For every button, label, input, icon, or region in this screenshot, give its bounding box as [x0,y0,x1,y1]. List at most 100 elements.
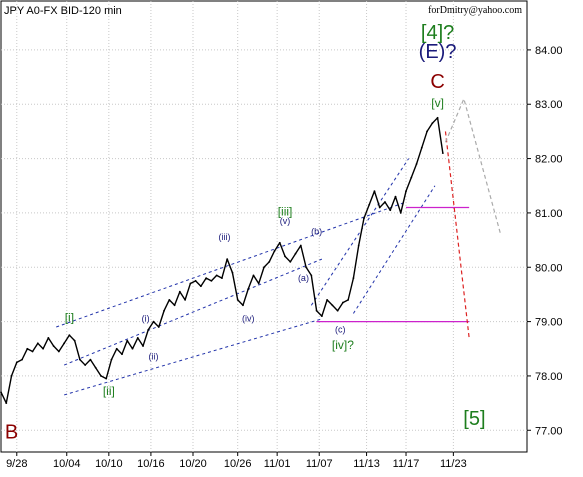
price-point [205,277,208,280]
wave-label: [4]? [421,22,454,44]
price-point [236,298,239,301]
price-point [231,271,234,274]
wave-label: (c) [335,324,346,334]
chart-title: JPY A0-FX BID-120 min [4,5,122,17]
price-point [147,328,150,331]
x-tick-label: 10/20 [179,458,207,470]
price-point [299,244,302,247]
price-point [273,250,276,252]
wave-label: [i] [65,311,74,325]
price-point [68,334,71,337]
price-point [31,350,34,353]
y-tick-label: 78.00 [535,371,563,383]
y-tick-label: 83.00 [535,99,563,111]
price-point [310,274,313,277]
x-tick-label: 11/07 [306,458,333,470]
price-series [0,116,444,404]
wave-label: C [430,71,444,93]
price-point [42,347,44,350]
price-point [57,350,60,353]
price-point [257,282,260,285]
price-point [294,252,297,255]
price-point [441,152,444,155]
price-point [342,301,344,304]
price-point [100,375,102,377]
price-point [63,342,66,345]
price-point [126,339,129,342]
price-point [242,304,244,307]
price-point [394,195,397,198]
wave-label: [ii] [103,384,115,398]
x-tick-label: 9/28 [6,458,27,470]
price-point [15,361,18,364]
price-point [289,260,292,263]
price-point [215,274,218,277]
price-point [410,176,413,179]
price-point [89,358,92,361]
wave-labels: [4]?(E)? C [v] [iii](v) (iii) (b) (a) (iv) (c) [i… [5,22,486,443]
price-point [157,326,160,328]
price-point [221,277,223,280]
price-point [0,391,2,394]
price-point [320,315,323,318]
price-point [152,320,155,323]
price-point [194,279,197,282]
price-point [47,336,50,339]
channel-upper [56,201,407,328]
wave-label: B [5,421,18,443]
price-point [415,163,418,165]
x-tick-label: 11/23 [440,458,467,470]
price-point [305,266,307,269]
price-point [210,279,213,282]
price-point [426,130,428,133]
price-point [131,347,134,350]
wave-label: (E)? [419,41,457,63]
watermark: forDmitry@yahoo.com [428,5,522,16]
wave-label: (i) [142,314,150,324]
price-point [247,288,250,290]
wave-label: (a) [298,273,309,283]
price-point [436,116,439,119]
channel-mid [63,258,323,366]
price-point [347,298,350,301]
wave-v-upper [310,158,410,306]
price-point [431,122,434,125]
x-tick-label: 10/10 [95,458,123,470]
level-lines [316,206,470,323]
x-tick-label: 10/16 [137,458,165,470]
wave-label: (v) [280,216,291,226]
price-point [326,298,329,301]
price-point [121,353,123,356]
price-point [163,309,165,312]
x-tick-label: 10/26 [224,458,252,470]
price-point [357,244,360,247]
wave-label: [v] [431,96,444,110]
price-point [21,358,23,361]
price-point [199,285,202,288]
wave-label: [5] [463,408,485,430]
forecast-grey [444,96,502,235]
price-point [105,377,108,380]
wave-label: (iii) [219,232,231,242]
price-point [84,364,87,366]
price-point [352,277,355,280]
wave-label: [iv]? [332,338,354,352]
y-tick-label: 81.00 [535,208,563,220]
price-point [189,282,192,285]
forecast-paths [444,96,502,338]
price-point [278,241,281,244]
y-tick-label: 79.00 [535,317,563,329]
gridlines [1,1,527,452]
price-point [52,345,55,347]
price-point [226,258,229,261]
y-tick-label: 77.00 [535,425,563,437]
price-point [336,309,339,312]
price-point [94,366,97,369]
y-axis: 77.00 78.00 79.00 80.00 81.00 82.00 83.00 84.00 [527,45,563,437]
price-point [142,345,144,347]
price-point [110,358,113,361]
price-point [384,201,386,203]
price-point [5,402,8,404]
